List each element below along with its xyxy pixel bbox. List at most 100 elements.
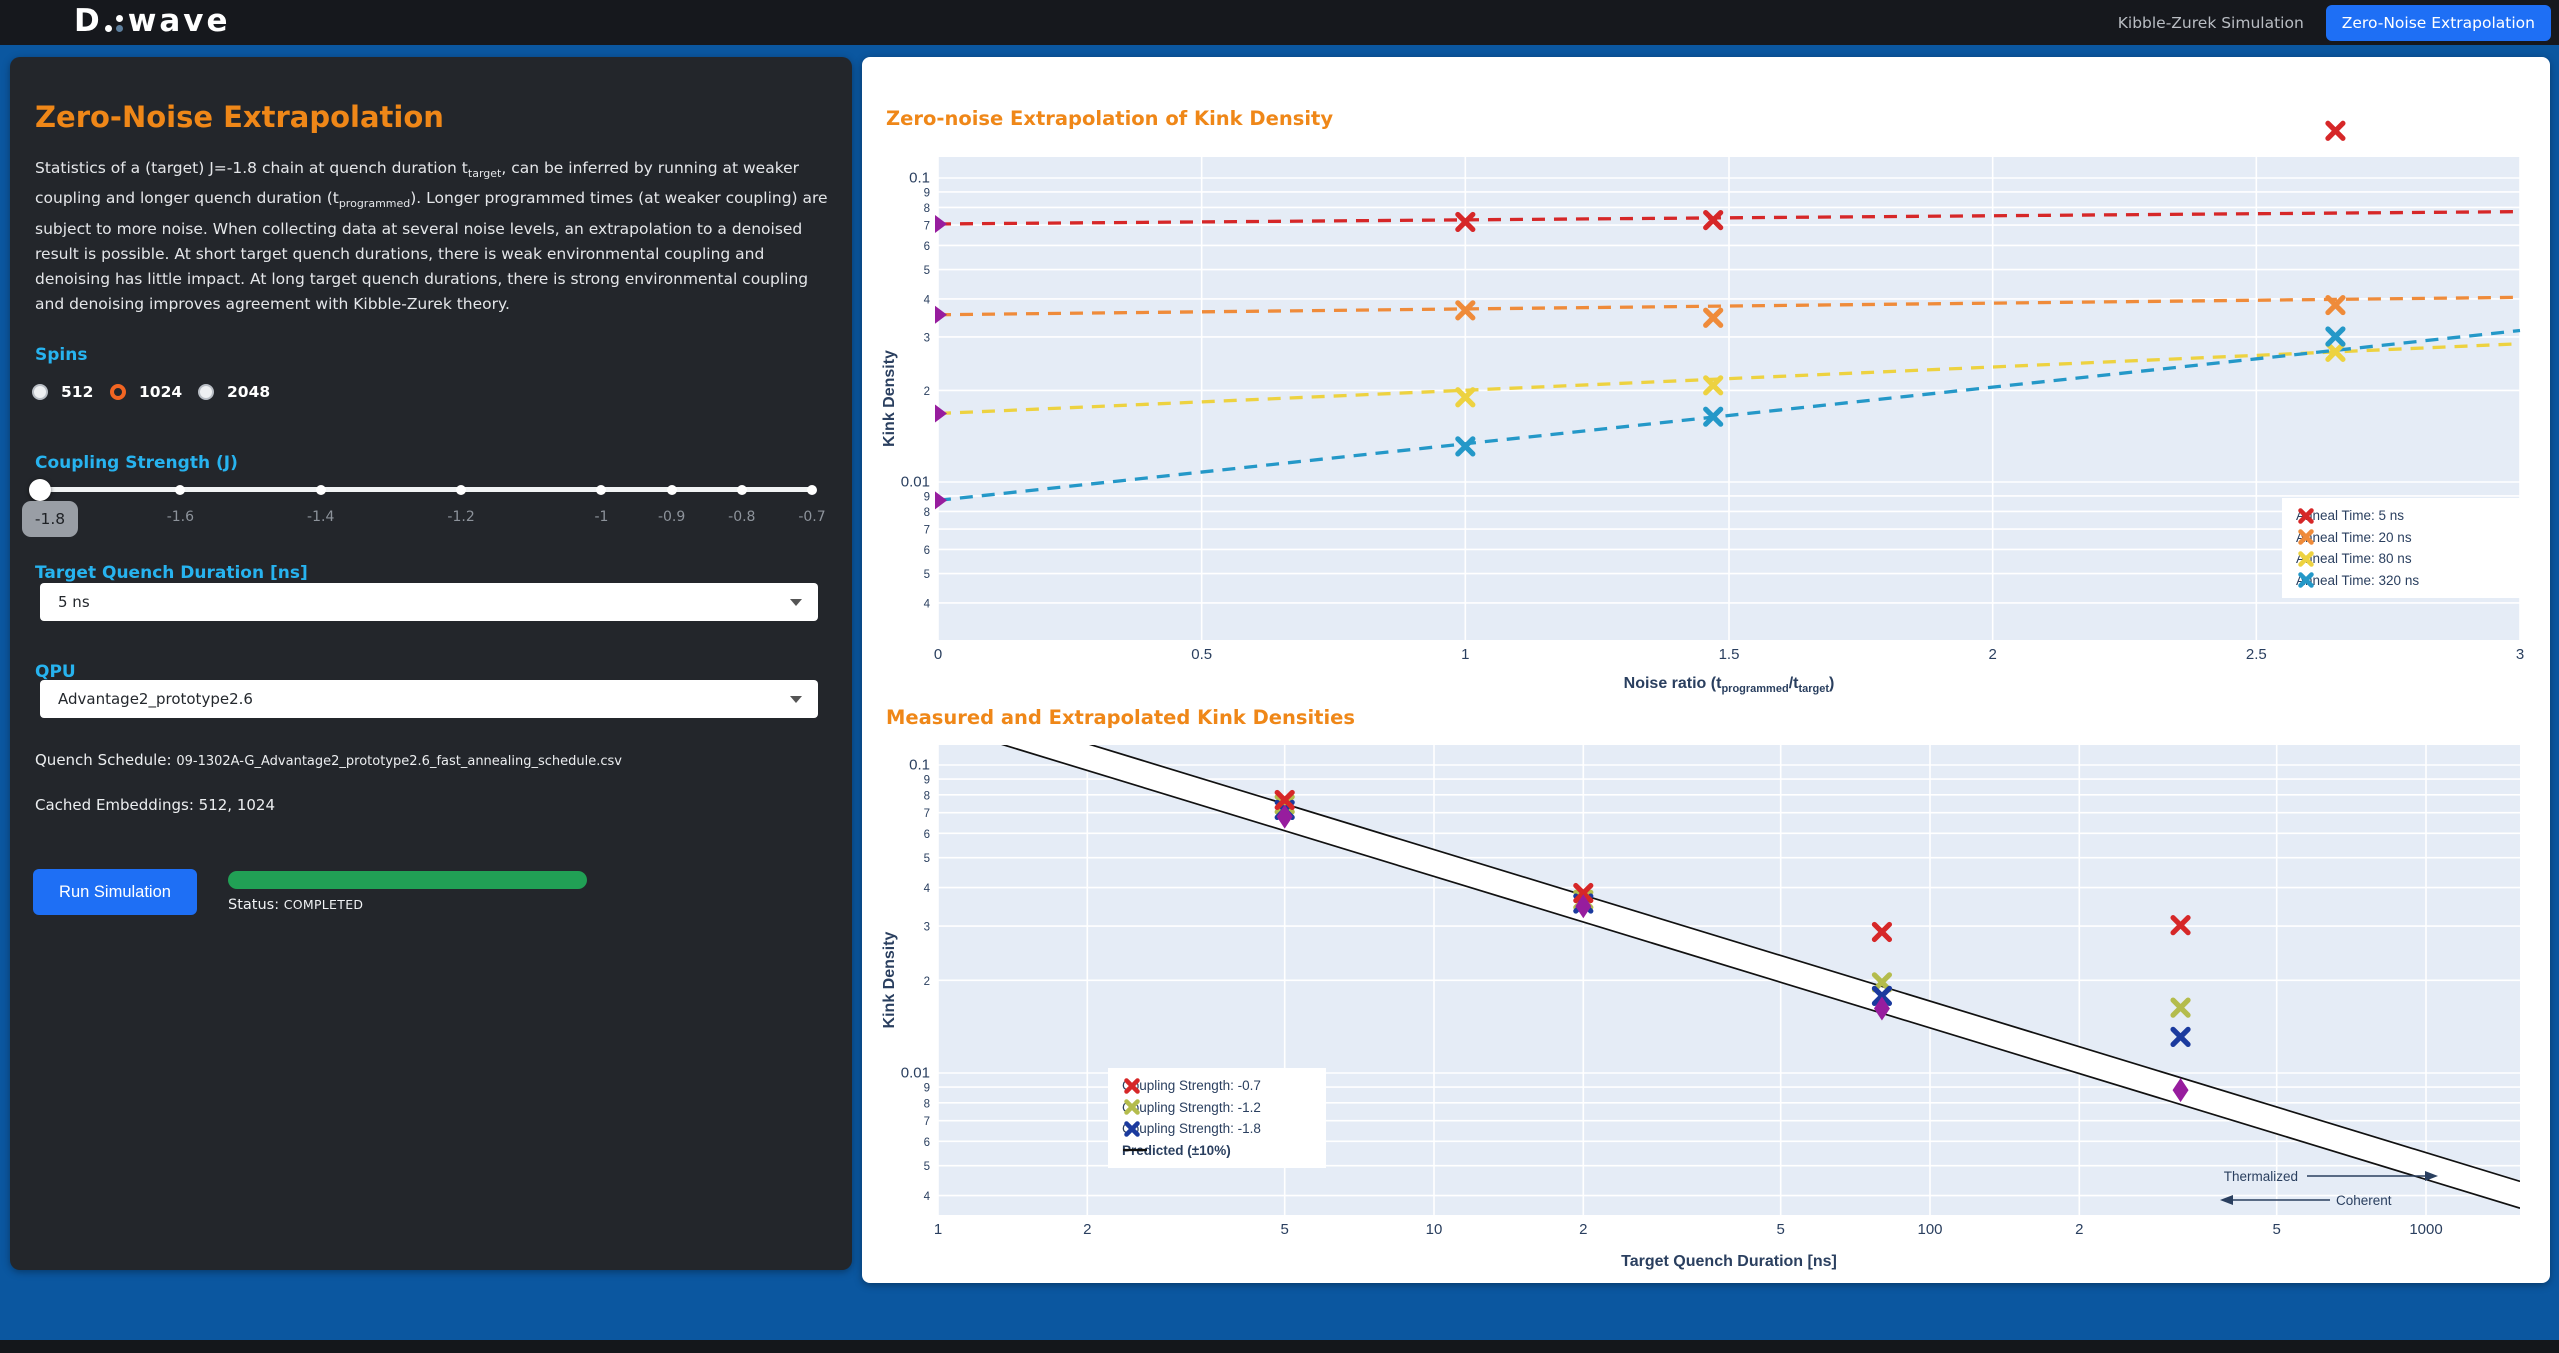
- x-marker-icon: [1124, 1120, 1140, 1137]
- chevron-down-icon: [790, 696, 802, 703]
- radio-icon[interactable]: [32, 384, 48, 400]
- svg-text:9: 9: [924, 1083, 930, 1095]
- logo-word-wave: wave: [127, 3, 231, 39]
- svg-text:0: 0: [934, 646, 942, 663]
- x-marker-icon: [1124, 1099, 1140, 1115]
- svg-text:0.5: 0.5: [1191, 646, 1212, 663]
- svg-text:8: 8: [924, 507, 930, 519]
- legend-item[interactable]: Anneal Time: 80 ns: [2296, 550, 2412, 567]
- slider-tick-label: -0.9: [657, 509, 686, 525]
- svg-text:0.1: 0.1: [909, 757, 930, 774]
- slider-tick-dot[interactable]: [736, 484, 747, 495]
- svg-text:5: 5: [924, 265, 930, 277]
- radio-label: 2048: [227, 383, 271, 401]
- chart1-title: Zero-noise Extrapolation of Kink Density: [886, 107, 1334, 130]
- progress-bar: [228, 871, 587, 889]
- svg-text:4: 4: [924, 598, 931, 610]
- quench-schedule-filename: 09-1302A-G_Advantage2_prototype2.6_fast_…: [176, 754, 622, 769]
- svg-text:7: 7: [924, 808, 930, 820]
- slider-tick-label: -0.7: [798, 509, 826, 525]
- header-nav: Kibble-Zurek Simulation Zero-Noise Extra…: [2118, 0, 2551, 45]
- coupling-strength-slider[interactable]: [29, 478, 817, 501]
- chart2-title: Measured and Extrapolated Kink Densities: [886, 706, 1355, 729]
- svg-text:3: 3: [2516, 646, 2524, 663]
- slider-tick-dot[interactable]: [315, 484, 326, 495]
- slider-tick-dot[interactable]: [596, 484, 607, 495]
- svg-text:9: 9: [924, 775, 930, 787]
- slider-tick-labels: -1.6 -1.4 -1.2 -1 -0.9 -0.8 -0.7: [40, 509, 826, 529]
- chevron-down-icon: [790, 599, 802, 606]
- slider-tick-dot[interactable]: [807, 484, 817, 495]
- nav-item-zero-noise[interactable]: Zero-Noise Extrapolation: [2325, 4, 2551, 41]
- svg-text:2: 2: [2075, 1221, 2083, 1238]
- svg-text:5: 5: [924, 1161, 930, 1173]
- svg-text:Noise ratio (tprogrammed/ttarg: Noise ratio (tprogrammed/ttarget): [1624, 675, 1835, 695]
- svg-text:2.5: 2.5: [2246, 646, 2267, 663]
- spins-radio-1024[interactable]: 1024: [110, 383, 182, 401]
- svg-text:3: 3: [924, 922, 930, 934]
- chart2-legend: Coupling Strength: -0.7 Coupling Strength…: [1108, 1068, 1326, 1168]
- logo-dots-icon: [104, 15, 124, 32]
- footer-bar: [0, 1340, 2559, 1353]
- spins-radio-512[interactable]: 512: [32, 383, 93, 401]
- target-quench-duration-label: Target Quench Duration [ns]: [35, 563, 308, 583]
- svg-text:Kink Density: Kink Density: [881, 350, 898, 447]
- legend-item[interactable]: Coupling Strength: -1.8: [1122, 1120, 1261, 1137]
- svg-text:3: 3: [924, 332, 930, 344]
- quench-schedule-text: Quench Schedule: 09-1302A-G_Advantage2_p…: [35, 751, 622, 769]
- qpu-label: QPU: [35, 662, 76, 682]
- svg-text:10: 10: [1426, 1221, 1443, 1238]
- legend-item[interactable]: Coupling Strength: -1.2: [1122, 1099, 1261, 1115]
- slider-handle[interactable]: [29, 478, 51, 501]
- status-value: COMPLETED: [283, 897, 364, 912]
- svg-text:6: 6: [924, 241, 930, 253]
- svg-text:5: 5: [2273, 1221, 2281, 1238]
- target-quench-duration-value: 5 ns: [58, 593, 90, 611]
- line-marker-icon: [1123, 1148, 1147, 1152]
- page-title: Zero-Noise Extrapolation: [35, 100, 444, 134]
- svg-text:8: 8: [924, 1098, 930, 1110]
- nav-item-kibble-zurek[interactable]: Kibble-Zurek Simulation: [2117, 13, 2304, 32]
- slider-tick-dot[interactable]: [456, 484, 467, 495]
- chart2-plot[interactable]: 1 2 5 10 2 5 100 2 5 10000.1987654320.01987654Kin…: [870, 700, 2555, 1283]
- run-simulation-button[interactable]: Run Simulation: [33, 869, 197, 915]
- svg-text:100: 100: [1917, 1221, 1942, 1238]
- radio-icon[interactable]: [198, 384, 214, 400]
- slider-tick-dot[interactable]: [666, 484, 677, 495]
- x-marker-icon: [1124, 1077, 1140, 1094]
- svg-text:2: 2: [924, 386, 930, 398]
- svg-text:6: 6: [924, 545, 930, 557]
- radio-icon[interactable]: [110, 384, 126, 400]
- control-panel: Zero-Noise Extrapolation Statistics of a…: [10, 57, 852, 1270]
- slider-tick-dot[interactable]: [175, 484, 186, 495]
- target-quench-duration-select[interactable]: 5 ns: [40, 583, 818, 621]
- svg-text:Thermalized: Thermalized: [2224, 1169, 2298, 1184]
- svg-text:0.01: 0.01: [901, 1065, 930, 1082]
- svg-text:1.5: 1.5: [1719, 646, 1740, 663]
- spins-radio-2048[interactable]: 2048: [198, 383, 270, 401]
- svg-text:5: 5: [924, 569, 930, 581]
- svg-text:1000: 1000: [2409, 1221, 2442, 1238]
- svg-text:5: 5: [1777, 1221, 1785, 1238]
- legend-item[interactable]: Anneal Time: 20 ns: [2296, 529, 2412, 545]
- legend-item[interactable]: Anneal Time: 5 ns: [2296, 507, 2405, 524]
- cached-embeddings-text: Cached Embeddings: 512, 1024: [35, 796, 276, 814]
- svg-text:6: 6: [924, 829, 930, 841]
- radio-label: 1024: [139, 383, 183, 401]
- legend-item-predicted[interactable]: Predicted (±10%): [1122, 1142, 1231, 1158]
- svg-text:1: 1: [1461, 646, 1469, 663]
- svg-text:4: 4: [924, 1191, 931, 1203]
- legend-item[interactable]: Coupling Strength: -0.7: [1122, 1077, 1261, 1094]
- status-text: Status: COMPLETED: [228, 897, 364, 913]
- x-marker-icon: [2298, 507, 2314, 524]
- svg-text:2: 2: [1579, 1221, 1587, 1238]
- legend-item[interactable]: Anneal Time: 320 ns: [2296, 572, 2420, 588]
- svg-text:4: 4: [924, 294, 931, 306]
- coupling-strength-label: Coupling Strength (J): [35, 453, 238, 473]
- slider-tick-label: -1.4: [307, 509, 335, 525]
- qpu-select[interactable]: Advantage2_prototype2.6: [40, 680, 818, 718]
- svg-text:0.01: 0.01: [901, 474, 930, 491]
- svg-text:7: 7: [924, 1116, 930, 1128]
- dwave-logo: D wave: [74, 3, 231, 39]
